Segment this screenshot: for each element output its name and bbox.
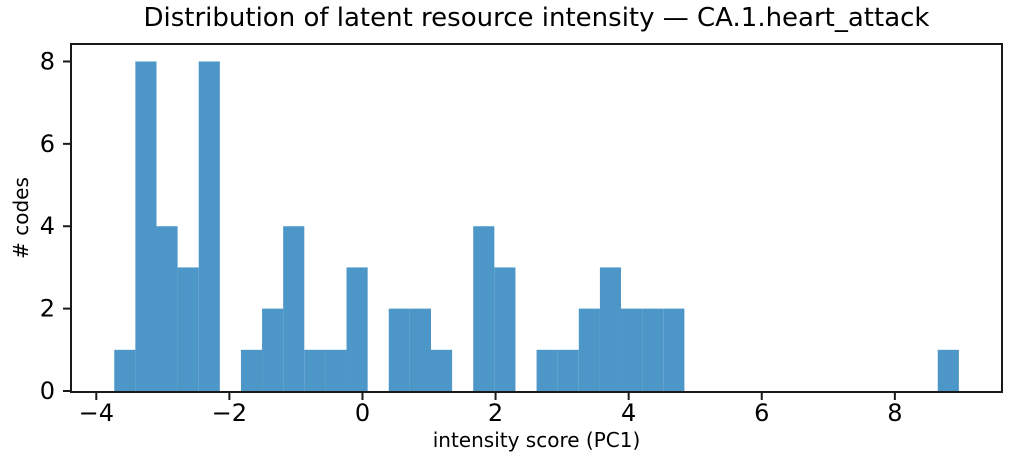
histogram-bar: [663, 308, 685, 391]
y-tick-label: 6: [40, 130, 55, 158]
histogram-bar: [177, 267, 199, 391]
x-tick-label: −4: [79, 399, 114, 427]
x-tick-label: 0: [355, 399, 370, 427]
histogram-bar: [937, 349, 959, 391]
x-tick-label: 8: [887, 399, 902, 427]
histogram-bar: [409, 308, 431, 391]
histogram-bar: [346, 267, 368, 391]
y-axis-label: # codes: [9, 177, 33, 259]
histogram-bar: [473, 226, 495, 391]
histogram-bar: [536, 349, 558, 391]
histogram-bar: [325, 349, 347, 391]
histogram-bar: [642, 308, 664, 391]
x-tick-label: 4: [621, 399, 636, 427]
histogram-bar: [494, 267, 516, 391]
histogram-bar: [114, 349, 136, 391]
y-tick-label: 0: [40, 377, 55, 405]
y-tick-label: 2: [40, 295, 55, 323]
histogram-bar: [240, 349, 263, 391]
y-tick-label: 8: [40, 47, 55, 75]
histogram-bar: [599, 267, 622, 391]
x-axis-label: intensity score (PC1): [432, 428, 641, 452]
histogram-bar: [388, 308, 410, 391]
y-tick-label: 4: [40, 212, 55, 240]
histogram-bar: [621, 308, 643, 391]
histogram-bar: [283, 226, 305, 391]
histogram-bar: [262, 308, 284, 391]
x-tick-label: 2: [488, 399, 503, 427]
histogram-bar: [198, 61, 220, 391]
histogram-bar: [430, 349, 453, 391]
histogram-bar: [156, 226, 178, 391]
x-tick-label: 6: [754, 399, 769, 427]
histogram-bar: [557, 349, 579, 391]
histogram-bar: [578, 308, 600, 391]
chart-title: Distribution of latent resource intensit…: [143, 3, 930, 33]
x-tick-label: −2: [212, 399, 247, 427]
axes-frame: [70, 43, 1003, 393]
histogram-bar: [304, 349, 326, 391]
histogram-bar: [135, 61, 157, 391]
